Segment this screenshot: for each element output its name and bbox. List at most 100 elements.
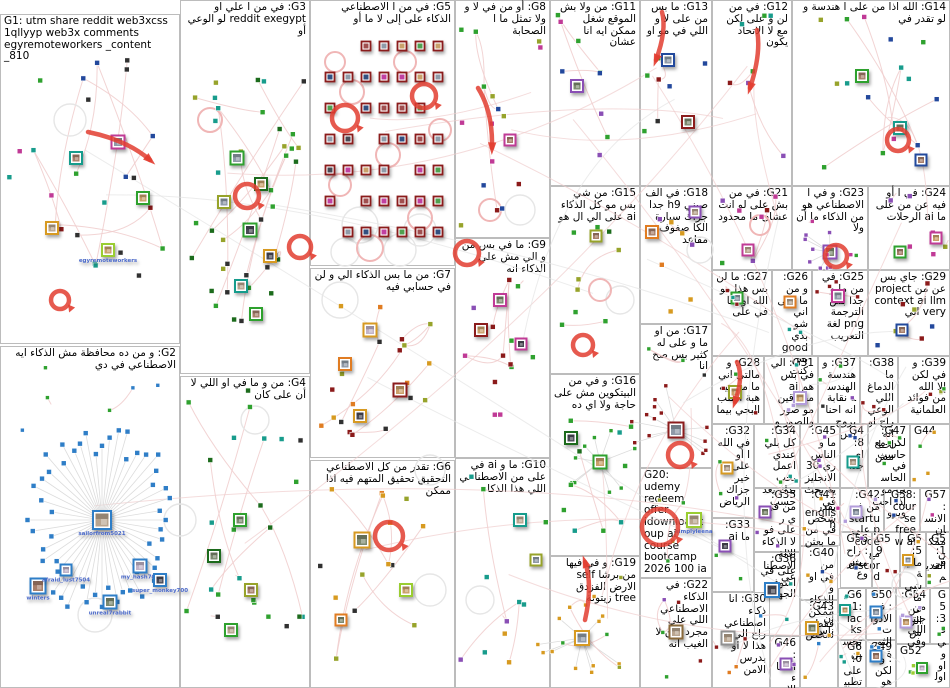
vertex-node[interactable] <box>521 601 527 608</box>
vertex-node[interactable] <box>780 153 787 159</box>
avatar-node[interactable] <box>895 323 909 337</box>
vertex-node[interactable] <box>881 461 887 466</box>
vertex-node[interactable] <box>107 408 112 413</box>
vertex-node[interactable] <box>929 512 935 518</box>
avatar-node[interactable] <box>342 226 354 238</box>
avatar-node[interactable] <box>914 153 928 167</box>
vertex-node[interactable] <box>208 586 214 593</box>
vertex-node[interactable] <box>243 272 250 279</box>
avatar-node[interactable] <box>45 221 59 235</box>
avatar-node[interactable] <box>353 531 371 549</box>
vertex-node[interactable] <box>146 540 153 547</box>
avatar-node[interactable] <box>234 279 248 293</box>
vertex-node[interactable] <box>283 152 289 159</box>
vertex-node[interactable] <box>567 417 574 424</box>
vertex-node[interactable] <box>555 12 561 18</box>
vertex-node[interactable] <box>602 318 609 324</box>
vertex-node[interactable] <box>151 564 158 571</box>
avatar-node[interactable] <box>360 40 372 52</box>
avatar-node[interactable] <box>902 554 914 566</box>
vertex-node[interactable] <box>462 352 468 359</box>
avatar-node[interactable] <box>392 382 408 398</box>
vertex-node[interactable] <box>37 77 43 84</box>
vertex-node[interactable] <box>687 296 694 303</box>
vertex-node[interactable] <box>816 458 822 463</box>
vertex-node[interactable] <box>293 158 299 165</box>
vertex-node[interactable] <box>250 597 257 603</box>
vertex-node[interactable] <box>900 613 905 618</box>
avatar-node[interactable] <box>378 40 390 52</box>
vertex-node[interactable] <box>504 618 510 625</box>
vertex-node[interactable] <box>73 170 79 177</box>
vertex-node[interactable] <box>574 286 581 293</box>
vertex-node[interactable] <box>838 363 843 369</box>
vertex-node[interactable] <box>143 451 149 458</box>
vertex-node[interactable] <box>300 78 307 85</box>
avatar-node[interactable] <box>432 226 444 238</box>
vertex-node[interactable] <box>150 482 156 488</box>
vertex-node[interactable] <box>764 438 770 443</box>
vertex-node[interactable] <box>49 509 55 515</box>
vertex-node[interactable] <box>893 498 899 503</box>
avatar-node[interactable] <box>249 307 263 321</box>
vertex-node[interactable] <box>841 659 847 665</box>
avatar-node[interactable] <box>338 357 352 371</box>
avatar-node[interactable] <box>493 293 507 307</box>
vertex-node[interactable] <box>231 435 237 441</box>
vertex-node[interactable] <box>60 460 67 467</box>
vertex-node[interactable] <box>657 497 662 503</box>
avatar-node[interactable] <box>574 630 590 646</box>
vertex-node[interactable] <box>608 428 614 433</box>
vertex-node[interactable] <box>40 546 46 553</box>
vertex-node[interactable] <box>278 436 285 442</box>
vertex-node[interactable] <box>778 479 783 485</box>
vertex-node[interactable] <box>654 118 661 124</box>
avatar-node[interactable] <box>805 621 819 635</box>
vertex-node[interactable] <box>787 327 792 332</box>
avatar-node[interactable] <box>855 69 869 83</box>
vertex-node[interactable] <box>317 563 324 569</box>
vertex-node[interactable] <box>50 589 56 596</box>
vertex-node[interactable] <box>208 519 215 526</box>
vertex-node[interactable] <box>828 579 834 584</box>
vertex-node[interactable] <box>559 321 565 328</box>
vertex-node[interactable] <box>827 230 832 235</box>
vertex-node[interactable] <box>855 651 861 656</box>
vertex-node[interactable] <box>105 584 112 591</box>
vertex-node[interactable] <box>189 255 195 261</box>
vertex-node[interactable] <box>153 468 160 474</box>
vertex-node[interactable] <box>622 463 628 469</box>
vertex-node[interactable] <box>43 365 48 371</box>
vertex-node[interactable] <box>680 358 686 363</box>
vertex-node[interactable] <box>666 83 673 90</box>
vertex-node[interactable] <box>876 626 882 632</box>
vertex-node[interactable] <box>869 644 875 650</box>
vertex-node[interactable] <box>914 142 921 149</box>
avatar-node[interactable] <box>342 71 354 83</box>
vertex-node[interactable] <box>420 523 426 529</box>
vertex-node[interactable] <box>338 419 345 425</box>
vertex-node[interactable] <box>596 619 602 624</box>
avatar-node[interactable] <box>681 115 695 129</box>
vertex-node[interactable] <box>616 429 623 436</box>
avatar-node[interactable] <box>69 151 83 165</box>
vertex-node[interactable] <box>592 435 597 440</box>
vertex-node[interactable] <box>848 252 854 257</box>
vertex-node[interactable] <box>917 605 923 610</box>
vertex-node[interactable] <box>713 553 719 558</box>
vertex-node[interactable] <box>500 352 506 359</box>
avatar-node[interactable] <box>764 582 780 598</box>
vertex-node[interactable] <box>794 362 799 368</box>
vertex-node[interactable] <box>401 342 408 349</box>
vertex-node[interactable] <box>900 301 906 307</box>
vertex-node[interactable] <box>733 664 739 670</box>
vertex-node[interactable] <box>58 594 64 601</box>
vertex-node[interactable] <box>458 26 465 33</box>
vertex-node[interactable] <box>516 599 523 605</box>
vertex-node[interactable] <box>826 632 832 638</box>
vertex-node[interactable] <box>676 599 681 605</box>
vertex-node[interactable] <box>426 360 433 367</box>
vertex-node[interactable] <box>717 459 723 465</box>
vertex-node[interactable] <box>159 245 166 252</box>
vertex-node[interactable] <box>267 524 273 531</box>
